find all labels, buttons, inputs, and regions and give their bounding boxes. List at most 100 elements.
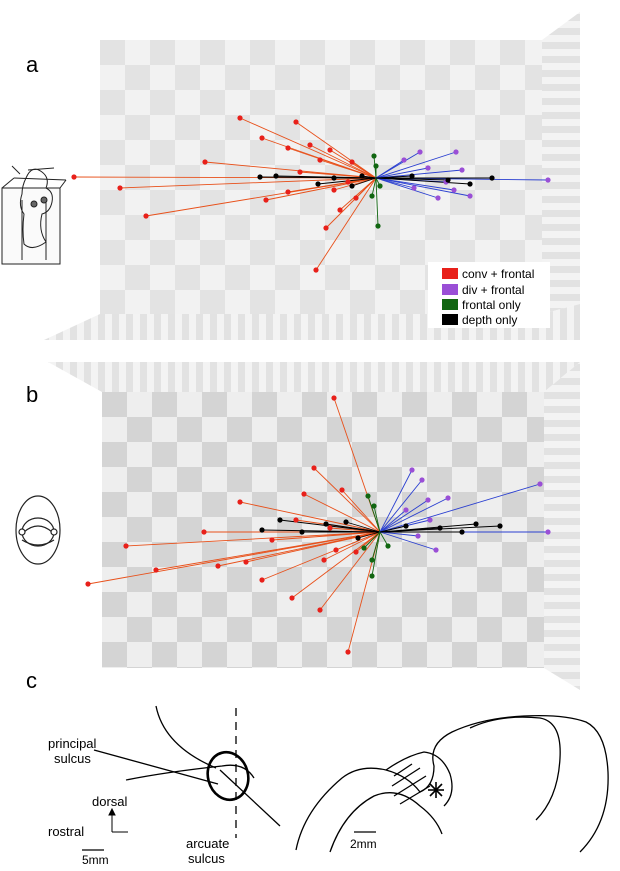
ray-line: [319, 531, 381, 611]
ray-endpoint: [202, 159, 208, 165]
ray-endpoint: [333, 547, 339, 553]
ray-endpoint: [117, 185, 123, 191]
ray-endpoint: [425, 165, 431, 171]
ray-endpoint: [453, 149, 459, 155]
ray-line: [371, 531, 381, 561]
arcuate-line: [219, 769, 281, 827]
ray-endpoint: [297, 169, 303, 175]
white-matter-outline: [469, 716, 561, 821]
ray-line: [325, 523, 381, 533]
ray-endpoint: [545, 177, 551, 183]
ray-line: [379, 499, 429, 533]
ray-endpoint: [467, 193, 473, 199]
ray-line: [291, 531, 381, 599]
ray-endpoint: [311, 465, 317, 471]
ray-endpoint: [293, 119, 299, 125]
ray-endpoint: [259, 135, 265, 141]
ray-endpoint: [353, 549, 359, 555]
electrode-track-1: [393, 763, 413, 777]
ray-line: [125, 531, 381, 547]
ray-endpoint: [317, 157, 323, 163]
legend-swatch-frontal: [442, 299, 458, 310]
ray-line: [375, 151, 457, 179]
ray-endpoint: [345, 179, 351, 185]
left-brain-diagram: [93, 705, 281, 838]
ray-endpoint: [307, 142, 313, 148]
ray-line: [345, 521, 381, 533]
panel-a-rays: [71, 115, 551, 273]
ray-line: [379, 479, 423, 533]
legend-label-frontal: frontal only: [462, 298, 521, 312]
ray-line: [363, 531, 381, 549]
ray-line: [295, 121, 377, 179]
ray-line: [379, 523, 477, 533]
ray-endpoint: [85, 581, 91, 587]
ray-line: [373, 505, 381, 533]
ray-line: [315, 177, 377, 271]
ray-line: [341, 489, 381, 533]
panel-b-rays: [85, 395, 551, 655]
ray-endpoint: [489, 175, 495, 181]
ray-endpoint: [371, 503, 377, 509]
ray-endpoint: [409, 173, 415, 179]
legend-swatch-div: [442, 284, 458, 295]
ray-endpoint: [417, 149, 423, 155]
ray-endpoint: [359, 173, 365, 179]
ray-endpoint: [349, 159, 355, 165]
ray-line: [375, 177, 455, 191]
ray-line: [303, 493, 381, 533]
ray-line: [379, 509, 407, 533]
legend-label-div: div + frontal: [462, 283, 524, 297]
ray-endpoint: [277, 517, 283, 523]
ray-endpoint: [369, 573, 375, 579]
rostral-label: rostral: [48, 824, 84, 839]
ray-endpoint: [337, 207, 343, 213]
ray-endpoint: [153, 567, 159, 573]
sulcus-curve-upper: [155, 705, 217, 769]
ray-endpoint: [409, 467, 415, 473]
principal-sulcus-line: [93, 749, 219, 785]
ray-endpoint: [411, 185, 417, 191]
ray-line: [375, 151, 421, 179]
legend: conv + frontal div + frontal frontal onl…: [428, 262, 550, 328]
ray-endpoint: [123, 543, 129, 549]
cortex-outer-outline: [295, 714, 609, 853]
right-brain-section: [295, 714, 609, 853]
ray-line: [355, 177, 377, 199]
arcuate-label-line1: arcuate: [186, 836, 229, 851]
electrode-track-3: [393, 775, 427, 797]
ray-line: [375, 177, 379, 227]
ray-line: [313, 467, 381, 533]
ray-endpoint: [323, 521, 329, 527]
ray-endpoint: [257, 174, 263, 180]
ray-endpoint: [545, 529, 551, 535]
ray-endpoint: [445, 177, 451, 183]
ray-endpoint: [315, 181, 321, 187]
legend-swatch-conv: [442, 268, 458, 279]
ray-endpoint: [459, 529, 465, 535]
ray-line: [375, 177, 471, 185]
ray-endpoint: [403, 523, 409, 529]
ray-line: [375, 177, 471, 197]
ray-line: [339, 177, 377, 211]
ray-line: [379, 531, 419, 537]
ray-endpoint: [369, 193, 375, 199]
ray-endpoint: [143, 213, 149, 219]
ray-endpoint: [353, 195, 359, 201]
ray-endpoint: [289, 595, 295, 601]
ray-endpoint: [285, 145, 291, 151]
ray-endpoint: [377, 183, 383, 189]
ray-endpoint: [349, 183, 355, 189]
ray-endpoint: [435, 195, 441, 201]
ray-endpoint: [427, 517, 433, 523]
ray-line: [319, 159, 377, 179]
panel-a-label: a: [26, 52, 39, 77]
ray-line: [375, 177, 415, 189]
ray-endpoint: [285, 189, 291, 195]
legend-label-conv: conv + frontal: [462, 267, 534, 281]
ray-line: [375, 169, 463, 179]
ray-line: [239, 501, 381, 533]
ray-endpoint: [371, 153, 377, 159]
ray-endpoint: [259, 577, 265, 583]
